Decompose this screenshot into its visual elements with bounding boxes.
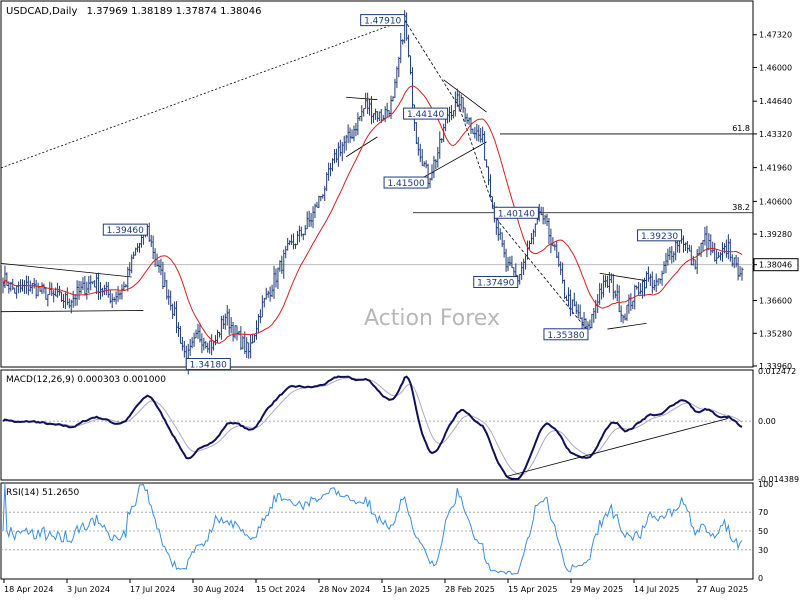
price-label-text: 1.41500: [387, 179, 424, 189]
x-tick-label: 15 Oct 2024: [256, 585, 305, 594]
watermark: Action Forex: [364, 306, 500, 331]
x-tick-label: 17 Jul 2024: [130, 585, 175, 594]
price-label-box: [543, 328, 589, 341]
rsi-layer: [1, 483, 753, 575]
dashed-downtrend-line: [404, 19, 589, 332]
wedge-upper: [443, 79, 487, 113]
price-label-text: 1.34180: [190, 361, 227, 371]
price-y-tick-label: 1.47320: [759, 31, 792, 40]
rsi-y-tick-label: 50: [758, 527, 768, 536]
symbol-title: USDCAD,Daily 1.37969 1.38189 1.37874 1.3…: [6, 6, 262, 17]
x-tick-label: 28 Nov 2024: [319, 585, 370, 594]
rsi-y-tick-label: 0: [758, 574, 763, 583]
price-y-tick-label: 1.46000: [759, 63, 792, 72]
macd-signal-line: [2, 377, 743, 476]
macd-panel: [0, 369, 754, 481]
rsi-title: RSI(14) 51.2650: [6, 488, 79, 498]
symbol-label: USDCAD,Daily: [6, 6, 77, 17]
price-label-box: [403, 107, 449, 120]
rsi-line: [2, 483, 743, 575]
axis-layer: 1.47320 1.46000 1.44640 1.43320 1.41960 1.406…: [3, 31, 799, 594]
triangle-lower: [0, 310, 144, 313]
price-label-text: 1.39460: [107, 226, 144, 236]
x-tick-label: 18 Apr 2024: [4, 585, 53, 594]
price-panel: [0, 0, 754, 368]
range-lower: [607, 322, 647, 330]
price-label-box: [383, 176, 429, 189]
macd-layer: [1, 375, 753, 480]
x-tick-label: 29 May 2025: [571, 585, 623, 594]
fib-label: 61.8: [732, 124, 750, 133]
macd-y-tick-label: 0.00: [758, 417, 776, 426]
ohlc-readout: 1.37969 1.38189 1.37874 1.38046: [87, 6, 262, 17]
x-tick-label: 15 Apr 2025: [508, 585, 557, 594]
price-y-tick-label: 1.33960: [759, 362, 792, 371]
price-y-tick-label: 1.43320: [759, 130, 792, 139]
price-y-tick-label: 1.38046: [759, 261, 792, 270]
price-y-tick-label: 1.44640: [759, 97, 792, 106]
macd-y-tick-label: 0.012472: [758, 367, 796, 376]
price-label-box: [493, 206, 539, 219]
range-upper: [599, 272, 647, 282]
x-tick-label: 30 Aug 2024: [193, 585, 244, 594]
macd-title: MACD(12,26,9) 0.000303 0.001000: [6, 375, 166, 385]
triangle-upper: [0, 262, 132, 278]
rsi-y-tick-label: 30: [758, 546, 768, 555]
macd-trendline: [505, 417, 729, 478]
x-tick-label: 27 Aug 2025: [697, 585, 748, 594]
price-label-text: 1.47910: [364, 17, 401, 27]
x-tick-label: 3 Jun 2024: [67, 585, 110, 594]
x-tick-label: 14 Jul 2025: [634, 585, 679, 594]
rsi-y-tick-label: 100: [758, 480, 773, 489]
price-label-text: 1.35380: [547, 331, 584, 341]
rsi-y-tick-label: 70: [758, 508, 768, 517]
price-label-text: 1.37490: [477, 278, 514, 288]
price-y-tick-label: 1.35280: [759, 329, 792, 338]
price-y-tick-label: 1.41960: [759, 164, 792, 173]
macd-y-tick-label: -0.014389: [758, 475, 799, 484]
price-label-text: 1.39230: [641, 232, 678, 242]
price-layer: 61.8 38.2 1.47910 1.44140 1.41500 1.40140 1.39…: [0, 10, 753, 375]
price-label-box: [360, 14, 406, 27]
price-label-box: [473, 275, 519, 288]
price-y-tick-label: 1.40600: [759, 197, 792, 206]
wedge-lower: [420, 141, 487, 180]
x-tick-label: 15 Jan 2025: [382, 585, 430, 594]
price-label-box: [102, 223, 148, 236]
price-label-box: [185, 358, 231, 371]
moving-average-line: [2, 85, 743, 344]
flag-upper: [346, 96, 378, 101]
price-label-text: 1.44140: [407, 110, 444, 120]
x-tick-label: 28 Feb 2025: [445, 585, 495, 594]
price-label-text: 1.40140: [498, 209, 535, 219]
price-label-box: [637, 229, 683, 242]
macd-line: [2, 375, 743, 480]
price-y-tick-label: 1.36600: [759, 297, 792, 306]
price-y-tick-label: 1.39280: [759, 230, 792, 239]
fib-label: 38.2: [732, 203, 750, 212]
